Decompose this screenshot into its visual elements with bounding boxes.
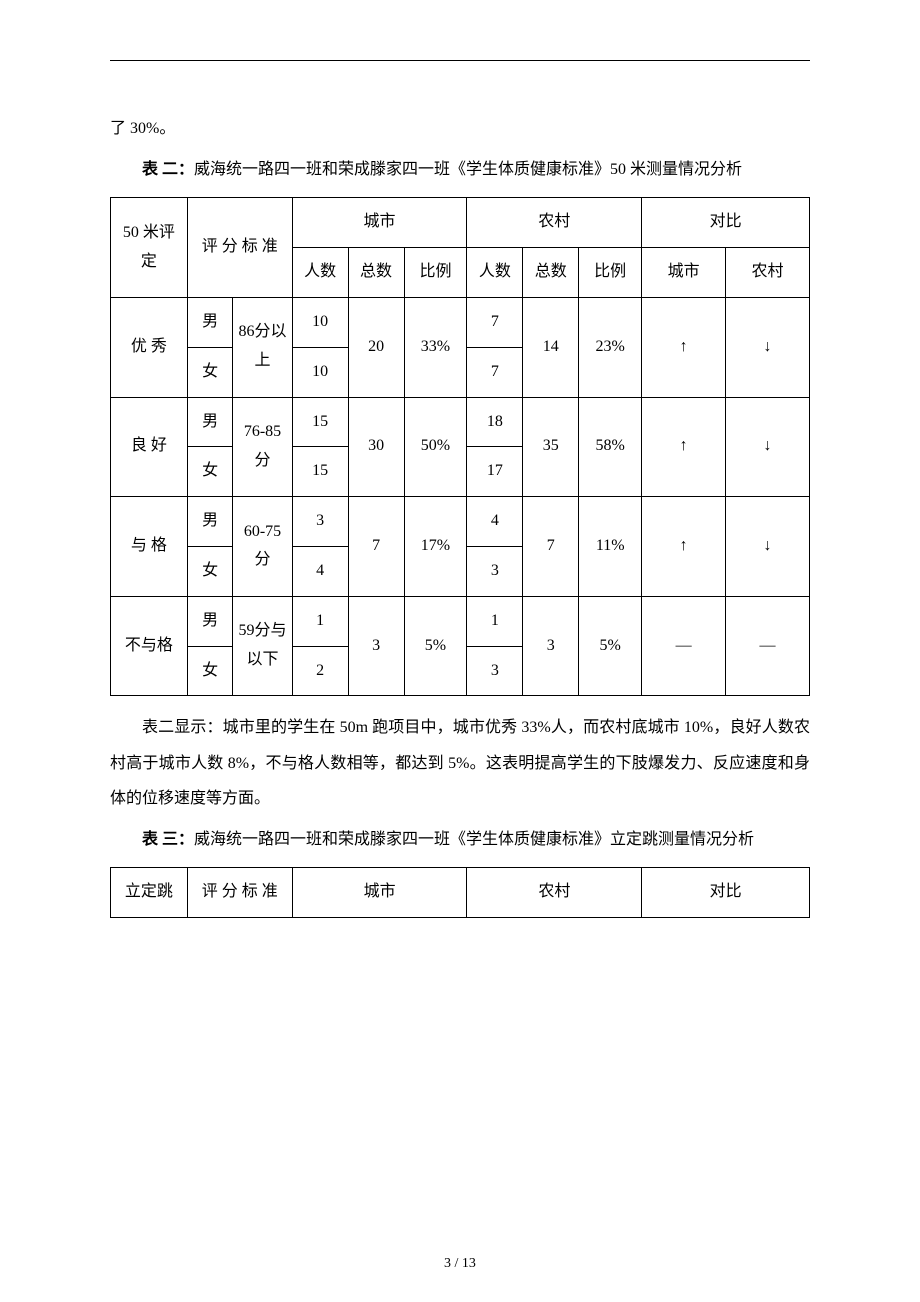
cell: 33% (404, 297, 467, 397)
cell-grade: 优 秀 (111, 297, 188, 397)
cell: 7 (348, 497, 404, 597)
th-ratio: 比例 (579, 248, 642, 298)
cell-gender: 女 (187, 347, 232, 397)
table2-caption-lead: 表 二： (142, 161, 194, 178)
table3-caption-rest: 威海统一路四一班和荣成滕家四一班《学生体质健康标准》立定跳测量情况分析 (194, 831, 754, 848)
cell: 3 (292, 497, 348, 547)
cell: 20 (348, 297, 404, 397)
table-row: 优 秀 男 86分以上 10 20 33% 7 14 23% ↑ ↓ (111, 297, 810, 347)
cell-gender: 男 (187, 596, 232, 646)
cell-std: 60-75 分 (233, 497, 292, 597)
table-2: 50 米评定 评 分 标 准 城市 农村 对比 人数 总数 比例 人数 总数 比… (110, 197, 810, 696)
cell: 11% (579, 497, 642, 597)
table-row: 不与格 男 59分与以下 1 3 5% 1 3 5% — — (111, 596, 810, 646)
cell: ↓ (726, 297, 810, 397)
cell-grade: 与 格 (111, 497, 188, 597)
cell-std: 59分与以下 (233, 596, 292, 696)
cell: 10 (292, 297, 348, 347)
table-row: 立定跳 评 分 标 准 城市 农村 对比 (111, 868, 810, 918)
paragraph-after-table2: 表二显示：城市里的学生在 50m 跑项目中，城市优秀 33%人，而农村底城市 1… (110, 710, 810, 816)
cell: 4 (467, 497, 523, 547)
cell-std: 86分以上 (233, 297, 292, 397)
cell: ↓ (726, 497, 810, 597)
th-total: 总数 (348, 248, 404, 298)
th-compare: 对比 (642, 198, 810, 248)
cell: 2 (292, 646, 348, 696)
th-rural: 农村 (467, 198, 642, 248)
cell: 17 (467, 447, 523, 497)
cell: ↓ (726, 397, 810, 497)
header-rule (110, 60, 810, 61)
cell: 5% (404, 596, 467, 696)
cell: 3 (467, 646, 523, 696)
cell: — (726, 596, 810, 696)
cell: 18 (467, 397, 523, 447)
cell-gender: 女 (187, 646, 232, 696)
cell-grade: 良 好 (111, 397, 188, 497)
cell: 3 (523, 596, 579, 696)
th-count: 人数 (292, 248, 348, 298)
table2-caption: 表 二：威海统一路四一班和荣成滕家四一班《学生体质健康标准》50 米测量情况分析 (110, 152, 810, 187)
cell-gender: 女 (187, 447, 232, 497)
cell-gender: 男 (187, 397, 232, 447)
cell: 1 (292, 596, 348, 646)
th-rural: 农村 (467, 868, 642, 918)
cell-gender: 男 (187, 497, 232, 547)
top-fragment-paragraph: 了 30%。 (110, 111, 810, 146)
cell: 3 (467, 546, 523, 596)
table-row: 50 米评定 评 分 标 准 城市 农村 对比 (111, 198, 810, 248)
th-rural-s: 农村 (726, 248, 810, 298)
cell-gender: 女 (187, 546, 232, 596)
cell: 7 (467, 347, 523, 397)
cell: 5% (579, 596, 642, 696)
page-number: 3 / 13 (0, 1256, 920, 1272)
cell: 7 (467, 297, 523, 347)
cell: ↑ (642, 397, 726, 497)
th-assess: 50 米评定 (111, 198, 188, 298)
th-standard: 评 分 标 准 (187, 868, 292, 918)
th-count: 人数 (467, 248, 523, 298)
cell: 35 (523, 397, 579, 497)
table2-caption-rest: 威海统一路四一班和荣成滕家四一班《学生体质健康标准》50 米测量情况分析 (194, 161, 742, 178)
cell: 23% (579, 297, 642, 397)
cell-grade: 不与格 (111, 596, 188, 696)
th-total: 总数 (523, 248, 579, 298)
table3-caption-lead: 表 三： (142, 831, 194, 848)
cell: 15 (292, 447, 348, 497)
cell: 17% (404, 497, 467, 597)
cell: 4 (292, 546, 348, 596)
cell: 7 (523, 497, 579, 597)
th-city: 城市 (292, 198, 467, 248)
document-page: 了 30%。 表 二：威海统一路四一班和荣成滕家四一班《学生体质健康标准》50 … (0, 0, 920, 1302)
cell: 14 (523, 297, 579, 397)
cell: 1 (467, 596, 523, 646)
table3-caption: 表 三：威海统一路四一班和荣成滕家四一班《学生体质健康标准》立定跳测量情况分析 (110, 822, 810, 857)
th-city-s: 城市 (642, 248, 726, 298)
cell: — (642, 596, 726, 696)
table-3: 立定跳 评 分 标 准 城市 农村 对比 (110, 867, 810, 918)
cell: 10 (292, 347, 348, 397)
cell-std: 76-85 分 (233, 397, 292, 497)
cell: 30 (348, 397, 404, 497)
th-assess: 立定跳 (111, 868, 188, 918)
th-standard: 评 分 标 准 (187, 198, 292, 298)
th-compare: 对比 (642, 868, 810, 918)
th-city: 城市 (292, 868, 467, 918)
cell: ↑ (642, 297, 726, 397)
table-row: 良 好 男 76-85 分 15 30 50% 18 35 58% ↑ ↓ (111, 397, 810, 447)
cell: ↑ (642, 497, 726, 597)
cell: 15 (292, 397, 348, 447)
cell-gender: 男 (187, 297, 232, 347)
cell: 3 (348, 596, 404, 696)
table-row: 与 格 男 60-75 分 3 7 17% 4 7 11% ↑ ↓ (111, 497, 810, 547)
cell: 50% (404, 397, 467, 497)
th-ratio: 比例 (404, 248, 467, 298)
cell: 58% (579, 397, 642, 497)
